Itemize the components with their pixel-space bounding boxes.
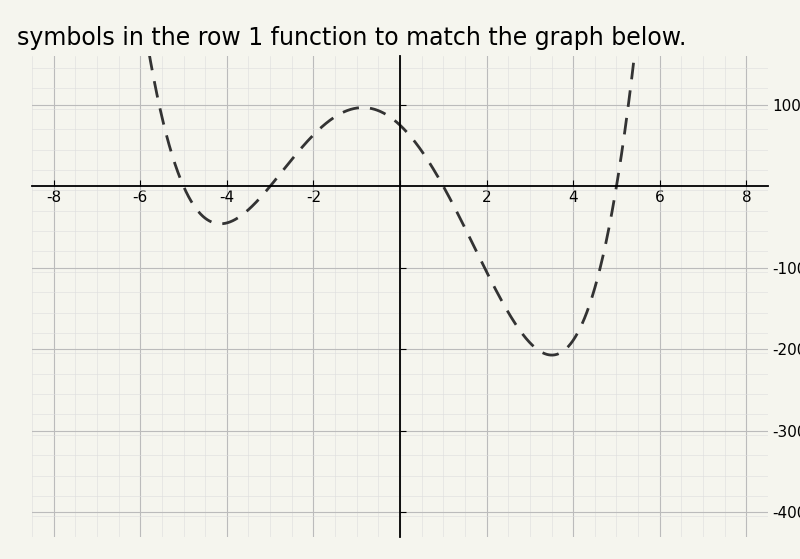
Text: symbols in the row 1 function to match the graph below.: symbols in the row 1 function to match t… [18,26,686,50]
